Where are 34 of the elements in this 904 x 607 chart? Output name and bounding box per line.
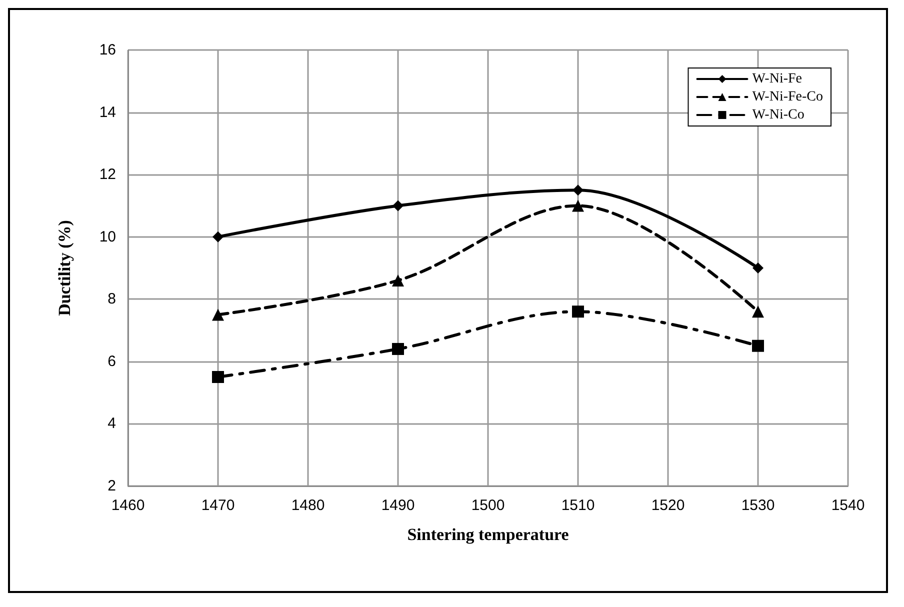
- x-tick-label: 1510: [561, 497, 595, 514]
- point: [392, 274, 404, 286]
- y-tick-label: 8: [108, 290, 116, 308]
- x-axis-title: Sintering temperature: [407, 525, 570, 544]
- y-tick-label: 14: [99, 104, 116, 121]
- point: [212, 308, 224, 321]
- y-axis-title: Ductility (%): [55, 220, 74, 316]
- point: [752, 306, 764, 318]
- point: [572, 200, 584, 212]
- x-tick-label: 1540: [831, 497, 865, 514]
- x-tick-label: 1490: [381, 497, 415, 514]
- x-tick-label: 1460: [111, 497, 145, 514]
- point: [752, 262, 764, 274]
- y-tick-label: 4: [108, 415, 116, 432]
- y-tick-label: 10: [99, 228, 116, 246]
- point: [572, 306, 584, 318]
- x-tick-label: 1500: [471, 497, 505, 514]
- point: [752, 340, 764, 352]
- x-tick-label: 1480: [291, 497, 325, 514]
- x-tick-label: 1530: [741, 497, 775, 514]
- legend-label: W-Ni-Co: [752, 108, 804, 122]
- legend-label: W-Ni-Fe: [752, 72, 802, 86]
- y-tick-label: 2: [108, 478, 116, 494]
- point: [572, 184, 584, 196]
- point: [212, 371, 224, 383]
- point: [392, 342, 404, 355]
- x-tick-label: 1520: [651, 497, 685, 514]
- point: [392, 200, 404, 212]
- y-tick-label: 16: [99, 42, 116, 58]
- point: [212, 231, 224, 242]
- y-tick-label: 6: [108, 352, 116, 370]
- y-tick-label: 12: [99, 166, 116, 184]
- legend-label: W-Ni-Fe-Co: [752, 90, 823, 104]
- x-tick-label: 1470: [201, 497, 235, 514]
